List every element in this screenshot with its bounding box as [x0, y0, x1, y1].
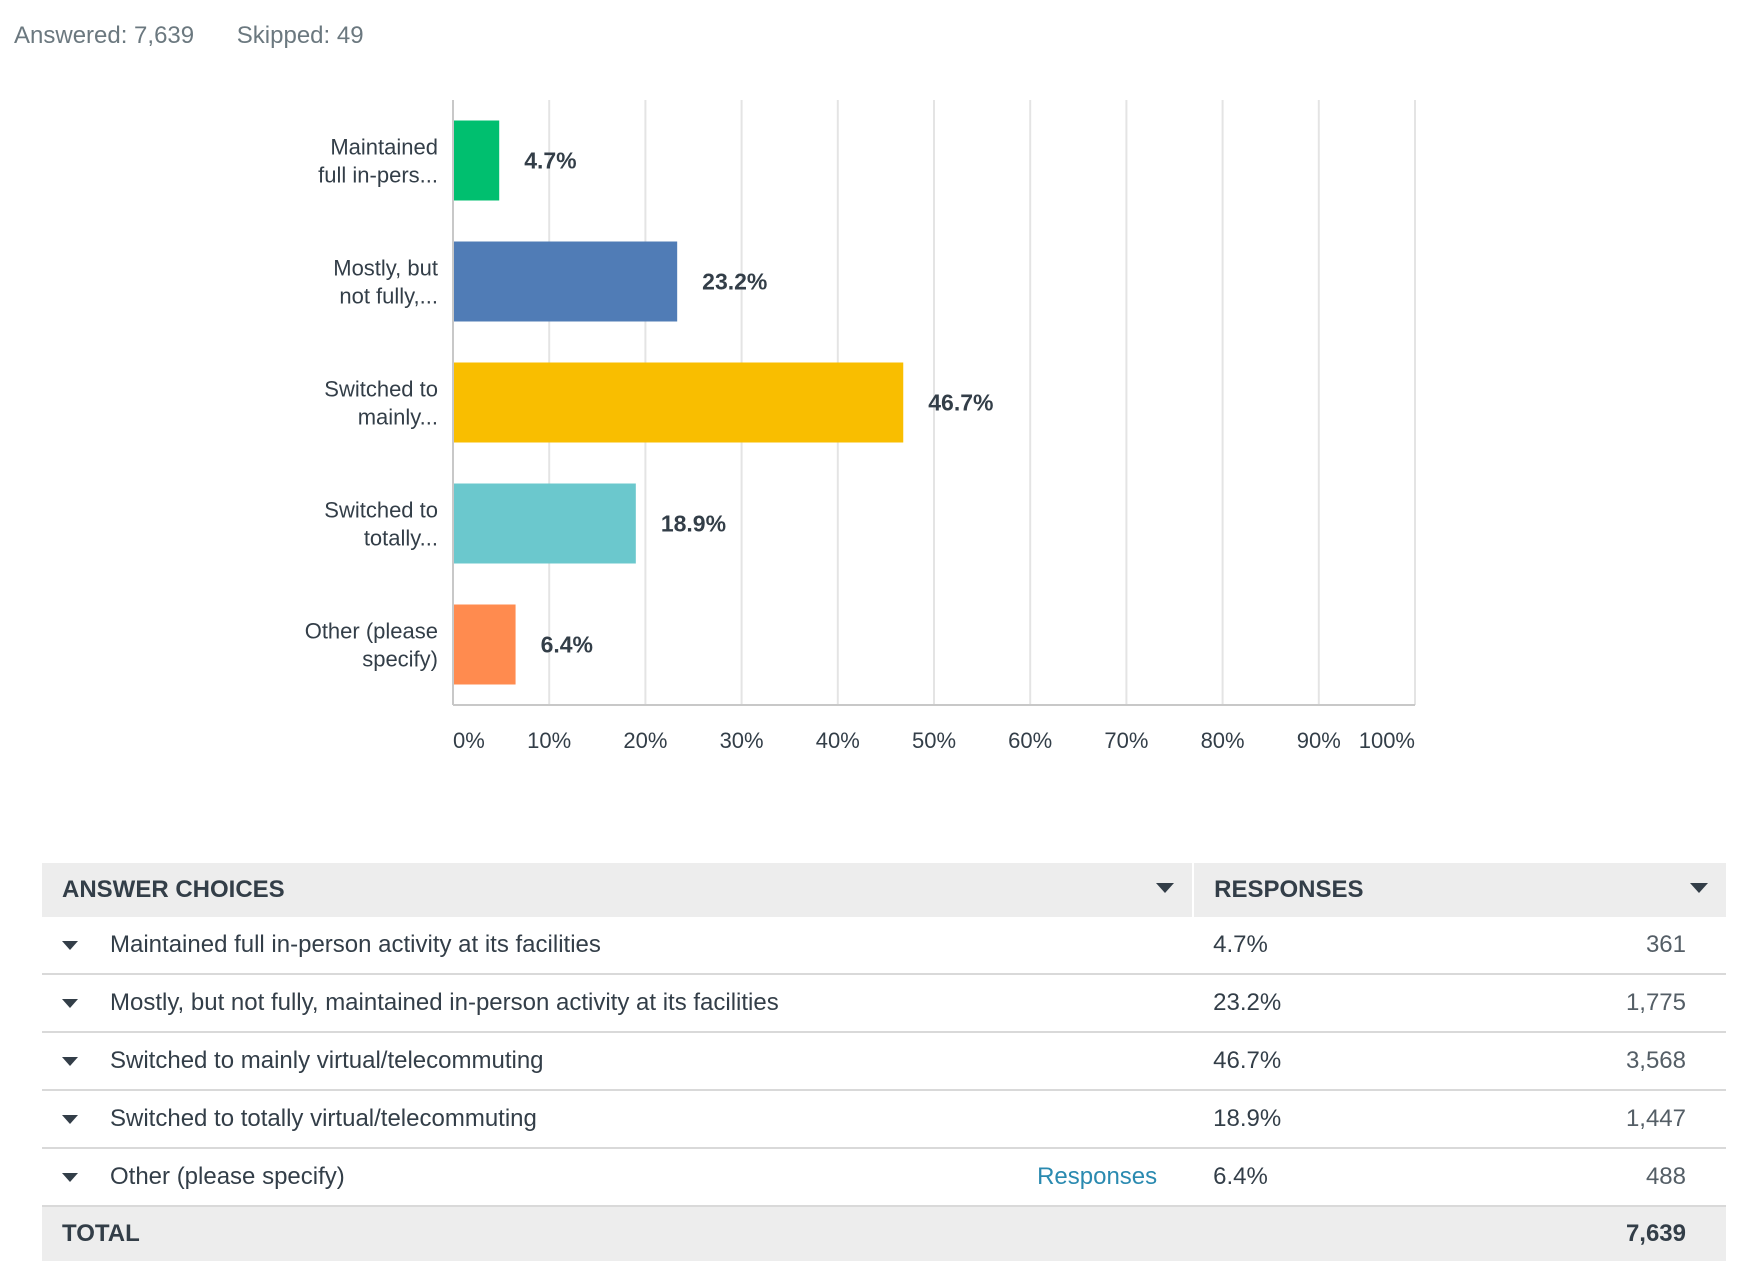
- bar: [454, 362, 904, 443]
- responses-header[interactable]: RESPONSES: [1192, 863, 1726, 917]
- answer-choice-label: Other (please specify): [110, 1163, 345, 1190]
- response-count: 1,775: [1442, 974, 1726, 1033]
- response-percent: 23.2%: [1193, 974, 1443, 1033]
- answer-choice-label: Switched to totally virtual/telecommutin…: [110, 1105, 537, 1132]
- bar: [454, 604, 516, 685]
- category-label: Switched to: [324, 377, 438, 402]
- bar: [454, 241, 678, 322]
- x-tick-label: 0%: [453, 728, 485, 753]
- answer-choice-cell: Other (please specify) Responses: [42, 1148, 1194, 1207]
- response-percent: 4.7%: [1193, 917, 1443, 975]
- category-label: not fully,...: [339, 284, 438, 309]
- response-percent: 6.4%: [1193, 1148, 1443, 1207]
- x-tick-label: 70%: [1104, 728, 1148, 753]
- header-label: ANSWER CHOICES: [62, 876, 285, 903]
- total-count: 7,639: [1442, 1206, 1726, 1261]
- x-tick-label: 50%: [912, 728, 956, 753]
- answer-table: ANSWER CHOICES RESPONSES Maintained full…: [42, 863, 1726, 1261]
- expand-caret-icon[interactable]: [62, 1115, 78, 1125]
- category-label: Maintained: [330, 135, 438, 160]
- answer-choice-cell: Switched to mainly virtual/telecommuting: [42, 1032, 1194, 1091]
- sort-caret-icon[interactable]: [1156, 883, 1175, 893]
- x-tick-label: 100%: [1359, 728, 1415, 753]
- sort-caret-icon[interactable]: [1690, 883, 1708, 893]
- expand-caret-icon[interactable]: [62, 1057, 78, 1067]
- bar-value-label: 6.4%: [541, 632, 593, 658]
- answer-choice-cell: Switched to totally virtual/telecommutin…: [42, 1090, 1194, 1149]
- response-percent: 18.9%: [1193, 1090, 1443, 1149]
- bar-value-label: 46.7%: [928, 390, 993, 416]
- bar: [454, 483, 636, 564]
- answer-choice-label: Switched to mainly virtual/telecommuting: [110, 1047, 544, 1074]
- answer-choice-label: Maintained full in-person activity at it…: [110, 931, 601, 958]
- other-responses-link[interactable]: Responses: [1037, 1163, 1158, 1190]
- x-tick-label: 40%: [816, 728, 860, 753]
- bar-value-label: 4.7%: [524, 148, 576, 174]
- category-label: specify): [362, 647, 438, 672]
- response-summary: Answered: 7,639 Skipped: 49: [14, 22, 400, 50]
- response-count: 3,568: [1442, 1032, 1726, 1091]
- answer-choice-cell: Mostly, but not fully, maintained in-per…: [42, 974, 1194, 1033]
- answered-count: Answered: 7,639: [14, 22, 195, 49]
- skipped-count: Skipped: 49: [236, 22, 364, 49]
- category-label: totally...: [364, 526, 438, 551]
- bar-chart: 0% 10% 20% 30% 40% 50% 60% 70% 80% 90% 100% 4.7% Mai…: [305, 100, 1416, 753]
- answer-choice-cell: Maintained full in-person activity at it…: [42, 917, 1194, 975]
- answer-choices-header[interactable]: ANSWER CHOICES: [42, 863, 1194, 917]
- expand-caret-icon[interactable]: [62, 941, 78, 951]
- table-row: Other (please specify) Responses 6.4% 488: [42, 1148, 1726, 1207]
- category-label: mainly...: [358, 405, 438, 430]
- response-count: 1,447: [1442, 1090, 1726, 1149]
- category-label: Mostly, but: [333, 256, 438, 281]
- x-tick-label: 80%: [1201, 728, 1245, 753]
- category-label: full in-pers...: [318, 163, 438, 188]
- x-tick-label: 90%: [1297, 728, 1341, 753]
- table-row: Switched to mainly virtual/telecommuting…: [42, 1032, 1726, 1091]
- table-row: Maintained full in-person activity at it…: [42, 917, 1726, 975]
- response-count: 488: [1442, 1148, 1726, 1207]
- expand-caret-icon[interactable]: [62, 1173, 78, 1183]
- bar: [454, 120, 500, 201]
- x-tick-label: 60%: [1008, 728, 1052, 753]
- x-tick-label: 10%: [527, 728, 571, 753]
- answer-choice-label: Mostly, but not fully, maintained in-per…: [110, 989, 779, 1016]
- table-row: Switched to totally virtual/telecommutin…: [42, 1090, 1726, 1149]
- category-label: Switched to: [324, 498, 438, 523]
- x-tick-label: 20%: [623, 728, 667, 753]
- response-percent: 46.7%: [1193, 1032, 1443, 1091]
- bar-value-label: 23.2%: [702, 269, 767, 295]
- header-label: RESPONSES: [1214, 876, 1364, 903]
- category-label: Other (please: [305, 619, 438, 644]
- table-row: Mostly, but not fully, maintained in-per…: [42, 974, 1726, 1033]
- total-label: TOTAL: [42, 1206, 1194, 1261]
- total-row: TOTAL 7,639: [42, 1206, 1726, 1261]
- x-tick-label: 30%: [720, 728, 764, 753]
- response-count: 361: [1442, 917, 1726, 975]
- bar-value-label: 18.9%: [661, 511, 726, 537]
- expand-caret-icon[interactable]: [62, 999, 78, 1009]
